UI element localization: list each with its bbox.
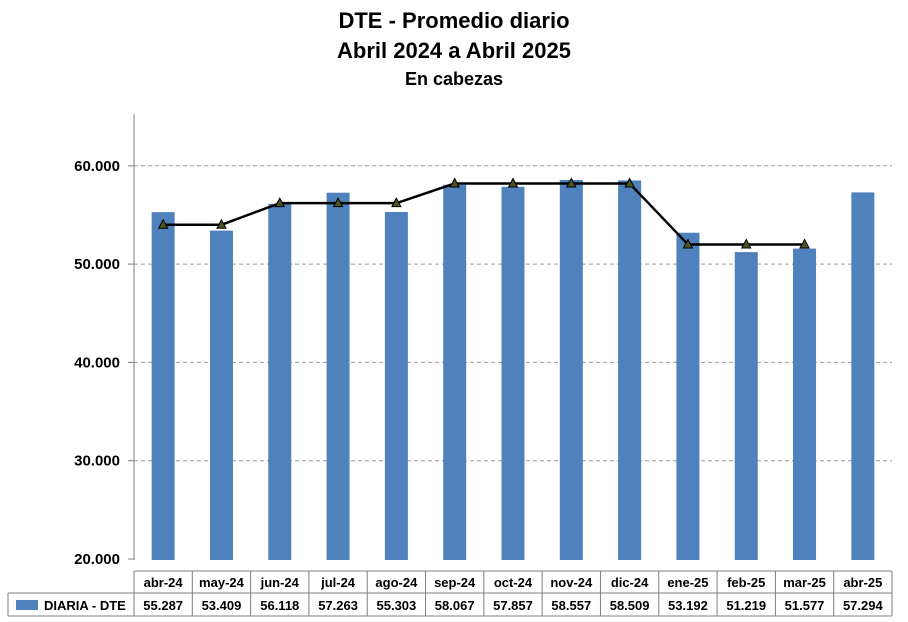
data-label: 53.192: [668, 598, 708, 613]
bar-series: [151, 179, 875, 561]
x-tick-label: ene-25: [667, 575, 708, 590]
line-path: [163, 182, 805, 246]
bar: [618, 180, 642, 560]
x-tick-label: dic-24: [611, 575, 649, 590]
y-tick-label: 60.000: [74, 158, 120, 175]
line-marker: [682, 238, 694, 249]
bar: [384, 211, 408, 561]
line-marker: [799, 238, 810, 249]
data-label: 57.857: [493, 598, 533, 613]
x-tick-label: abr-25: [843, 575, 882, 590]
data-table: abr-24 55.287 may-24 53.409 jun-24 56.118 jul-…: [7, 570, 893, 617]
data-label: 57.294: [843, 598, 884, 613]
y-tick-label: 50.000: [74, 256, 120, 273]
x-tick-label: may-24: [199, 575, 245, 590]
bar: [676, 232, 700, 560]
chart-unit-label: En cabezas: [404, 69, 504, 89]
chart-title-block: DTE - Promedio diario Abril 2024 a Abril…: [0, 6, 908, 92]
data-label: 51.219: [726, 598, 766, 613]
chart-title: DTE - Promedio diario: [338, 8, 570, 33]
x-tick-label: abr-24: [144, 575, 184, 590]
bar: [268, 203, 292, 560]
data-label: 58.067: [435, 598, 475, 613]
line-marker: [624, 177, 635, 188]
data-label: 58.557: [551, 598, 591, 613]
legend-label: DIARIA - DTE: [44, 598, 126, 613]
data-label: 51.577: [785, 598, 825, 613]
line-marker: [507, 177, 519, 188]
x-tick-label: ago-24: [375, 575, 418, 590]
data-label: 53.409: [202, 598, 242, 613]
line-series: [157, 177, 810, 249]
line-marker: [216, 218, 227, 229]
bar: [151, 212, 175, 560]
line-marker: [332, 197, 344, 208]
bar: [734, 252, 758, 560]
x-tick-label: sep-24: [434, 575, 476, 590]
x-tick-label: feb-25: [727, 575, 765, 590]
y-tick-label: 40.000: [74, 354, 120, 371]
y-axis: 20.000 30.000 40.000 50.000 60.000: [74, 114, 135, 568]
bar: [501, 186, 525, 560]
bar: [443, 184, 467, 560]
y-tick-label: 20.000: [74, 551, 120, 568]
data-label: 57.263: [318, 598, 358, 613]
bar: [326, 192, 350, 560]
line-marker: [274, 197, 286, 208]
line-marker: [740, 238, 752, 249]
line-marker: [391, 197, 402, 208]
data-label: 55.303: [377, 598, 417, 613]
y-tick-label: 30.000: [74, 453, 120, 470]
bar: [559, 179, 583, 561]
x-tick-label: oct-24: [494, 575, 533, 590]
bar: [851, 192, 875, 561]
x-tick-label: jul-24: [320, 575, 356, 590]
chart-subtitle: Abril 2024 a Abril 2025: [337, 38, 571, 63]
line-marker: [449, 177, 461, 188]
data-label: 55.287: [143, 598, 183, 613]
legend-swatch: [16, 600, 38, 610]
bar: [793, 248, 817, 560]
bar: [209, 230, 233, 560]
x-tick-label: mar-25: [783, 575, 826, 590]
data-label: 58.509: [610, 598, 650, 613]
line-marker: [157, 218, 169, 229]
x-tick-label: nov-24: [550, 575, 593, 590]
x-tick-label: jun-24: [260, 575, 300, 590]
line-marker: [565, 177, 577, 188]
data-label: 56.118: [260, 598, 299, 613]
